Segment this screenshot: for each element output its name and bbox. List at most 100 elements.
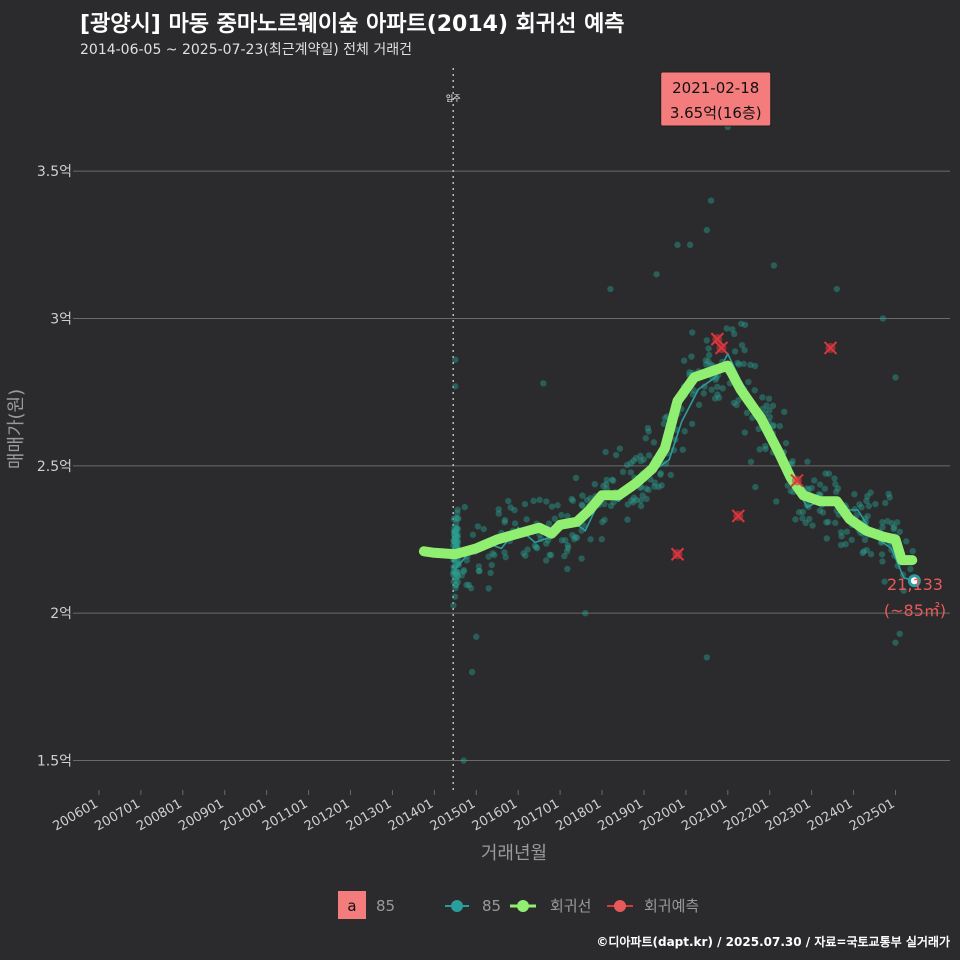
legend-area-label: 85 [376,897,395,915]
trade-point [741,429,749,436]
trade-point [680,357,688,364]
forecast-point [731,509,745,523]
x-tick-label: 201601 [470,796,520,834]
trade-point [751,362,759,370]
trade-point [520,550,527,557]
last-trade-marker [907,574,921,588]
trade-point [454,530,461,538]
trade-point [453,533,461,540]
trade-point [702,357,709,364]
trade-point [723,325,730,332]
trade-point [695,401,703,409]
trade-point [600,482,607,490]
trade-point [865,502,873,510]
trade-point [799,515,806,522]
trade-point [451,568,458,575]
forecast-cross [823,341,838,355]
trade-point [831,475,838,482]
trade-point [450,564,457,571]
trade-point [603,476,610,484]
trade-point [536,496,543,504]
y-axis-label: 매매가(원) [6,389,27,469]
x-tick-label: 200701 [92,796,142,834]
trade-point [773,498,780,505]
legend-trade-label: 85 [482,897,501,915]
trade-point [568,495,575,503]
x-tick-label: 201301 [344,796,394,834]
trade-point [667,471,675,479]
trade-point [679,446,686,453]
trade-point [452,383,459,390]
trade-point [578,555,585,562]
trade-point [607,285,614,293]
trade-point [781,408,788,416]
trade-point [822,470,829,477]
y-tick-label: 2.5억 [37,459,72,475]
trade-point [688,353,695,360]
trade-point [708,386,715,393]
trade-point [864,492,871,500]
trade-point [533,544,541,552]
trade-point [703,654,711,661]
legend-regression-key [517,900,529,912]
trade-point [451,524,458,532]
trade-point [714,391,721,398]
trade-point [825,518,832,526]
trade-point [579,492,586,499]
trade-point [564,542,571,549]
trade-point [882,499,889,507]
trade-point [776,422,784,430]
trade-point [686,241,694,249]
trade-point [751,387,758,394]
trade-point [653,271,660,278]
trade-point [564,565,571,573]
trade-point [879,524,886,531]
trade-point [703,361,710,368]
trade-point [765,395,773,402]
x-tick-label: 202401 [805,796,855,834]
trade-point [637,502,645,510]
trade-point [731,330,738,338]
trade-point [454,568,461,575]
trade-point [485,585,492,592]
trade-point [752,483,759,491]
trade-point [451,532,459,540]
trade-point [715,394,723,401]
trade-point [832,519,839,527]
trade-point [834,485,842,492]
trade-point [454,509,461,517]
x-tick-label: 201701 [512,796,562,834]
trade-point [662,460,670,467]
forecast-point [823,341,838,355]
trade-point [624,501,632,508]
trade-point [681,428,688,435]
trade-point [502,553,509,561]
trade-point [511,520,519,527]
trade-point [832,481,839,488]
forecast-point [670,547,685,561]
trade-point [640,456,648,463]
trade-point [745,378,752,386]
trade-point [452,573,459,581]
trade-point [633,496,640,504]
trade-point [747,458,755,466]
x-tick-labels: 2006012007012008012009012010012011012012… [50,796,897,834]
trade-point [522,552,529,559]
trade-point [823,535,830,542]
trade-point [507,504,514,511]
trade-point [454,573,461,580]
trade-point [747,361,754,369]
trade-point [475,563,483,570]
trade-point [454,533,462,541]
trade-point [856,501,863,508]
move-in-label: 입주 [446,94,461,103]
trade-point [872,500,879,508]
trade-point [558,537,566,544]
trade-point [452,538,459,545]
trade-point [523,516,530,523]
trade-point [639,492,646,499]
trade-point [630,457,637,464]
trade-point [734,359,741,367]
trade-point [741,321,749,328]
trade-point [711,395,719,402]
